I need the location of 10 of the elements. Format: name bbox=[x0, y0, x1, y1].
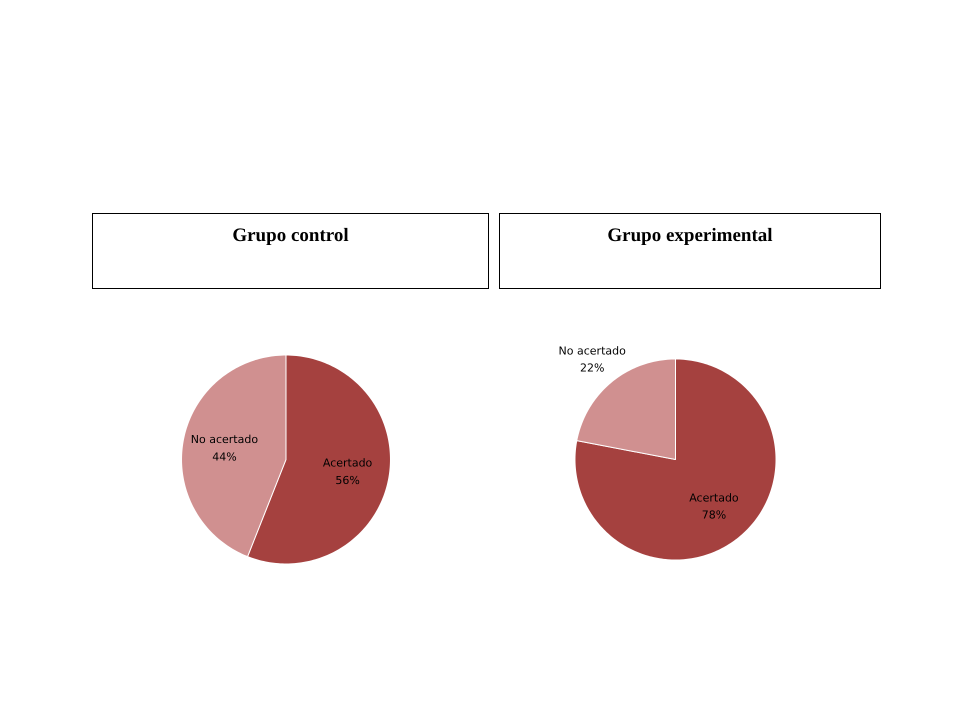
chart-title: Grupo control bbox=[232, 224, 349, 248]
data-label: 56% bbox=[335, 474, 360, 488]
chart-title: Grupo experimental bbox=[607, 224, 773, 248]
slice-label: No acertado bbox=[190, 432, 258, 446]
slice-label: No acertado bbox=[558, 344, 626, 358]
slice-label: Acertado bbox=[689, 491, 739, 504]
data-label: 78% bbox=[702, 508, 726, 522]
data-label: 22% bbox=[580, 361, 604, 374]
data-label: 44% bbox=[212, 450, 237, 464]
slice-label: Acertado bbox=[322, 456, 373, 470]
